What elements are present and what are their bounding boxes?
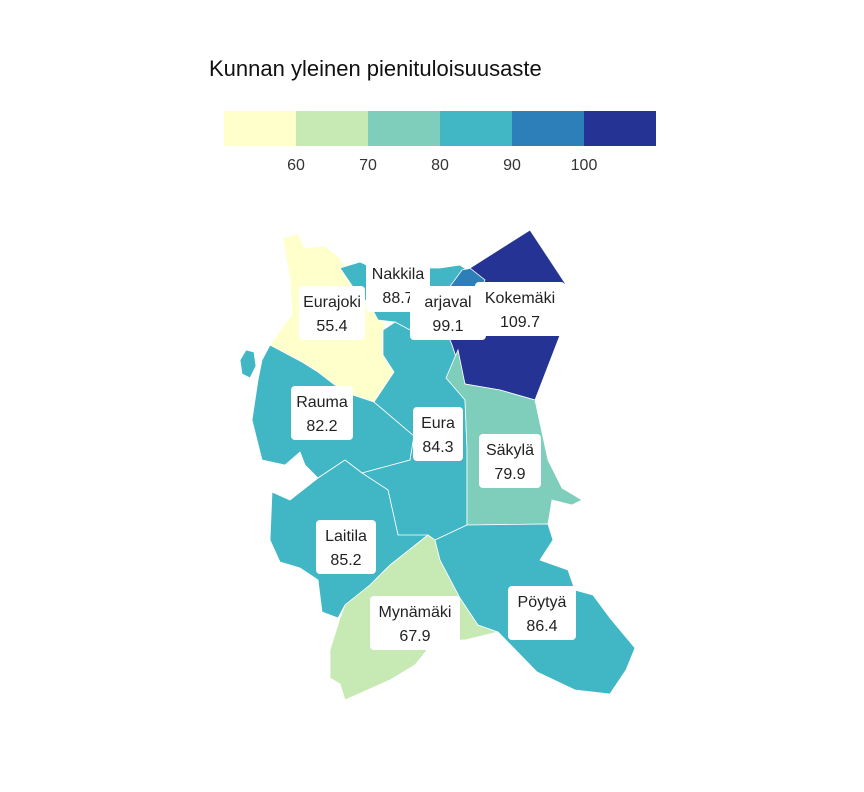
region-value: 67.9 — [399, 628, 430, 645]
legend-tick-label: 70 — [359, 157, 377, 174]
legend-tick-label: 90 — [503, 157, 521, 174]
region-label-harjavalta: arjaval 99.1 — [410, 286, 486, 340]
legend-swatch — [584, 111, 656, 146]
region-value: 99.1 — [432, 318, 463, 335]
region-label-eurajoki: Eurajoki 55.4 — [299, 286, 365, 340]
region-value: 88.7 — [382, 290, 413, 307]
region-name: Pöytyä — [518, 594, 567, 611]
label-box — [370, 596, 460, 650]
region-label-kokemaki: Kokemäki 109.7 — [475, 282, 565, 336]
region-name: Laitila — [325, 528, 367, 545]
region-name: Säkylä — [486, 442, 534, 459]
legend-tick-label: 80 — [431, 157, 449, 174]
region-label-sakyla: Säkylä 79.9 — [479, 434, 541, 488]
region-rauma-island — [239, 349, 257, 379]
label-box — [299, 286, 365, 340]
legend-swatch — [512, 111, 584, 146]
region-name: Nakkila — [372, 266, 425, 283]
region-name: arjaval — [424, 294, 471, 311]
label-box — [316, 520, 376, 574]
region-name: Mynämäki — [379, 604, 452, 621]
label-box — [410, 286, 486, 340]
region-label-mynamaki: Mynämäki 67.9 — [370, 596, 460, 650]
legend-swatch — [224, 111, 296, 146]
region-label-poytya: Pöytyä 86.4 — [508, 586, 576, 640]
region-value: 109.7 — [500, 314, 540, 331]
label-box — [479, 434, 541, 488]
region-label-eura: Eura 84.3 — [413, 407, 463, 461]
legend: 60 70 80 90 100 — [224, 111, 656, 174]
legend-swatch — [368, 111, 440, 146]
region-name: Eura — [421, 415, 455, 432]
region-value: 79.9 — [494, 466, 525, 483]
legend-swatch — [440, 111, 512, 146]
map-title: Kunnan yleinen pienituloisuusaste — [209, 56, 542, 81]
region-label-rauma: Rauma 82.2 — [291, 386, 353, 440]
region-value: 55.4 — [316, 318, 347, 335]
legend-tick-label: 100 — [571, 157, 598, 174]
legend-tick-label: 60 — [287, 157, 305, 174]
region-label-laitila: Laitila 85.2 — [316, 520, 376, 574]
region-name: Eurajoki — [303, 294, 361, 311]
region-value: 85.2 — [330, 552, 361, 569]
label-box — [291, 386, 353, 440]
legend-swatch — [296, 111, 368, 146]
label-box — [413, 407, 463, 461]
region-name: Kokemäki — [485, 290, 555, 307]
label-box — [508, 586, 576, 640]
region-value: 82.2 — [306, 418, 337, 435]
region-value: 84.3 — [422, 439, 453, 456]
label-box — [475, 282, 565, 336]
region-value: 86.4 — [526, 618, 557, 635]
region-name: Rauma — [296, 394, 348, 411]
